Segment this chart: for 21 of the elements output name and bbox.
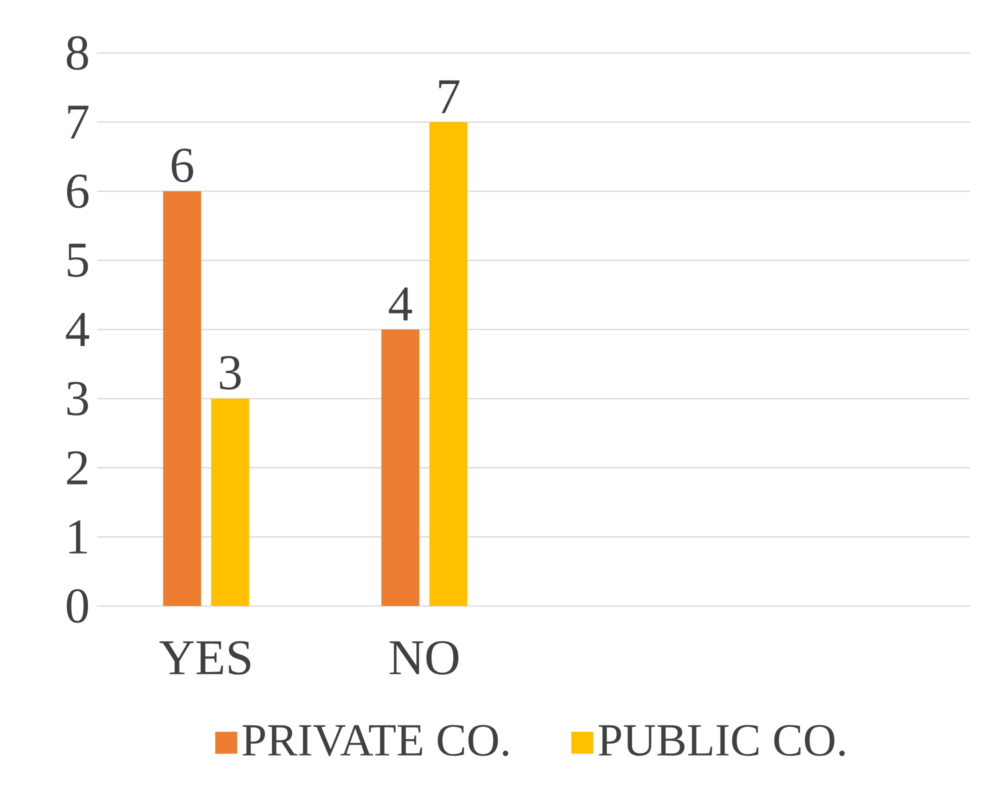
bar bbox=[429, 122, 468, 606]
legend-label: PUBLIC CO. bbox=[598, 724, 845, 756]
y-tick-label: 8 bbox=[66, 36, 88, 70]
y-tick-label: 1 bbox=[69, 520, 87, 554]
data-label: 7 bbox=[439, 80, 460, 114]
data-label: 6 bbox=[172, 148, 194, 182]
bar bbox=[381, 329, 420, 606]
bar bbox=[211, 398, 250, 606]
data-label: 3 bbox=[220, 356, 241, 390]
y-tick-label: 2 bbox=[67, 451, 88, 484]
x-tick-label: NO bbox=[390, 641, 458, 675]
y-tick-label: 6 bbox=[67, 174, 88, 208]
y-tick-label: 4 bbox=[66, 313, 90, 346]
data-label: 4 bbox=[388, 288, 412, 320]
y-tick-label: 3 bbox=[67, 382, 88, 416]
y-tick-label: 0 bbox=[66, 589, 88, 623]
y-tick-label: 7 bbox=[68, 106, 88, 138]
legend-label: PRIVATE CO. bbox=[242, 724, 508, 756]
x-tick-label: YES bbox=[159, 641, 250, 675]
bar bbox=[163, 191, 202, 606]
y-tick-label: 5 bbox=[68, 244, 88, 277]
